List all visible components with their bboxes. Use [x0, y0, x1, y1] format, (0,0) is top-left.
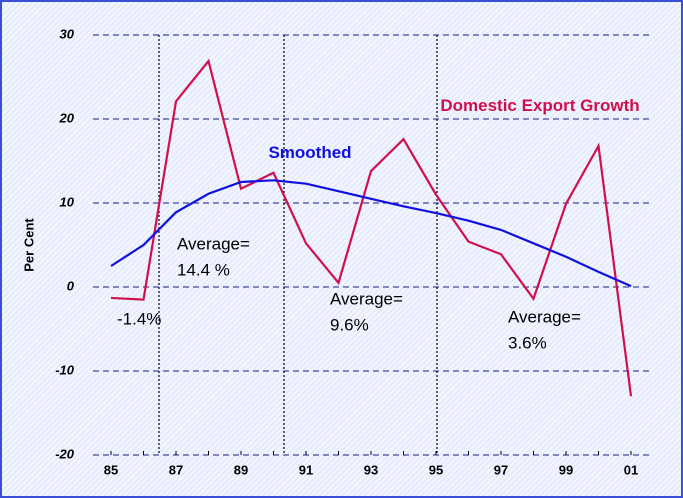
annotation: 9.6%	[330, 315, 369, 334]
x-tick-label: 85	[104, 462, 118, 477]
x-tick-label: 89	[234, 462, 248, 477]
y-tick-label: 30	[60, 26, 75, 41]
series-label: Smoothed	[268, 143, 352, 162]
x-tick-label: 97	[494, 462, 508, 477]
series-line	[110, 58, 633, 397]
annotation: Average=	[330, 289, 403, 308]
annotation: Average=	[177, 234, 250, 253]
x-tick-label: 91	[299, 462, 313, 477]
y-tick-label: 0	[67, 278, 75, 293]
x-tick-label: 93	[364, 462, 378, 477]
x-tick-label: 99	[559, 462, 573, 477]
series-label: Domestic Export Growth	[440, 96, 640, 115]
period-dividers	[158, 35, 438, 455]
y-tick-label: -10	[55, 362, 75, 377]
y-tick-label: -20	[55, 446, 75, 461]
x-tick-label: 01	[624, 462, 638, 477]
y-tick-label: 20	[59, 110, 75, 125]
annotation: 14.4 %	[177, 260, 230, 279]
x-tick-label: 87	[169, 462, 183, 477]
y-axis-label: Per Cent	[21, 218, 36, 272]
x-tick-label: 95	[429, 462, 443, 477]
annotation: 3.6%	[508, 333, 547, 352]
annotation: Average=	[508, 307, 581, 326]
y-tick-label: 10	[60, 194, 75, 209]
annotation: -1.4%	[117, 309, 161, 328]
series-line	[110, 179, 632, 288]
